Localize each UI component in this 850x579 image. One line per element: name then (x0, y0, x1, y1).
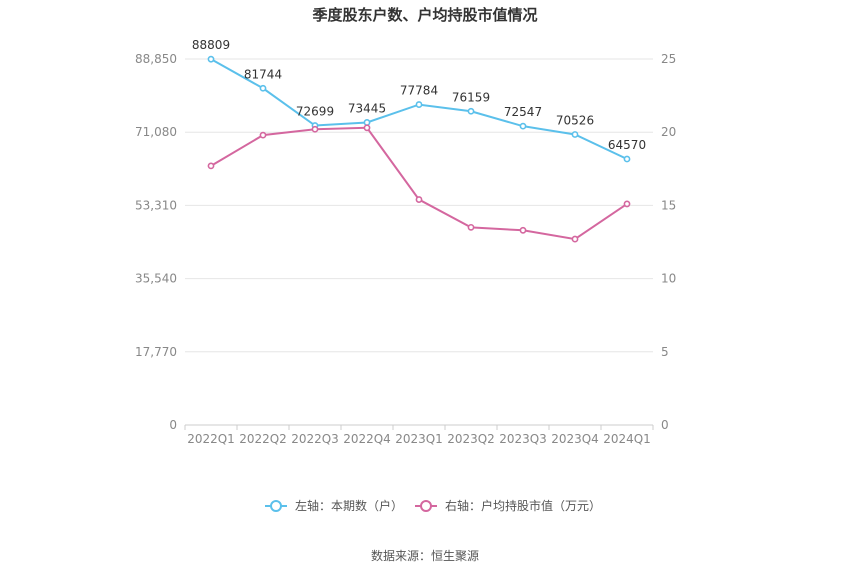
right-tick-label: 25 (661, 52, 676, 66)
left-tick-label: 0 (169, 418, 177, 432)
data-point (571, 235, 579, 243)
data-point (311, 125, 319, 133)
legend-label: 左轴：本期数（户） (295, 498, 403, 513)
data-point (623, 200, 631, 208)
data-label: 72547 (504, 105, 542, 119)
right-tick-label: 20 (661, 125, 676, 139)
right-tick-label: 5 (661, 345, 669, 359)
legend-item: 左轴：本期数（户） (265, 498, 403, 513)
data-label: 77784 (400, 84, 438, 98)
data-point (623, 155, 631, 163)
chart-title: 季度股东户数、户均持股市值情况 (312, 6, 537, 24)
data-point (363, 124, 371, 132)
data-point (571, 131, 579, 138)
data-point (467, 107, 475, 115)
left-tick-label: 35,540 (135, 272, 177, 286)
data-label: 64570 (608, 138, 646, 152)
data-point (259, 131, 267, 139)
data-point (415, 196, 423, 203)
x-tick-label: 2022Q1 (187, 432, 235, 446)
data-point (363, 119, 371, 126)
legend-item: 右轴：户均持股市值（万元） (415, 498, 601, 513)
left-tick-label: 88,850 (135, 52, 177, 66)
data-point (207, 55, 215, 63)
x-tick-label: 2023Q4 (551, 432, 599, 446)
data-label: 73445 (348, 101, 386, 115)
legend-label: 右轴：户均持股市值（万元） (445, 498, 601, 513)
x-tick-label: 2024Q1 (603, 432, 651, 446)
data-label: 70526 (556, 113, 594, 127)
data-point (207, 162, 215, 170)
x-axis: 2022Q1 2022Q2 2022Q3 2022Q4 2023Q1 2023Q2 2023… (184, 424, 654, 446)
left-tick-label: 53,310 (135, 198, 177, 212)
x-tick-label: 2023Q3 (499, 432, 547, 446)
data-point (519, 122, 527, 130)
right-y-axis: 0 5 10 15 20 25 (661, 52, 676, 432)
x-tick-label: 2022Q3 (291, 432, 339, 446)
data-label: 76159 (452, 90, 490, 104)
x-tick-label: 2023Q1 (395, 432, 443, 446)
legend-marker (270, 500, 282, 512)
data-label: 88809 (192, 38, 230, 52)
data-label: 81744 (244, 67, 282, 81)
x-tick-label: 2022Q2 (239, 432, 287, 446)
right-tick-label: 0 (661, 418, 669, 432)
data-point (467, 223, 475, 231)
left-y-axis: 0 17,770 35,540 53,310 71,080 88,850 (135, 52, 177, 432)
legend-marker (420, 500, 432, 512)
data-point (519, 226, 527, 234)
series-1: 88809 81744 72699 73445 77784 76159 72547 70526… (192, 38, 646, 163)
series-2 (207, 124, 631, 243)
left-tick-label: 17,770 (135, 345, 177, 359)
data-point (415, 101, 423, 108)
right-tick-label: 10 (661, 272, 676, 286)
data-point (259, 84, 267, 92)
left-tick-label: 71,080 (135, 125, 177, 139)
x-tick-label: 2023Q2 (447, 432, 495, 446)
legend: 左轴：本期数（户） 右轴：户均持股市值（万元） (265, 498, 601, 513)
series-line (210, 126, 628, 241)
data-label: 72699 (296, 105, 334, 119)
right-tick-label: 15 (661, 198, 676, 212)
series-group: 88809 81744 72699 73445 77784 76159 72547 70526… (192, 38, 646, 243)
source-text: 数据来源：恒生聚源 (371, 548, 479, 563)
x-tick-label: 2022Q4 (343, 432, 391, 446)
